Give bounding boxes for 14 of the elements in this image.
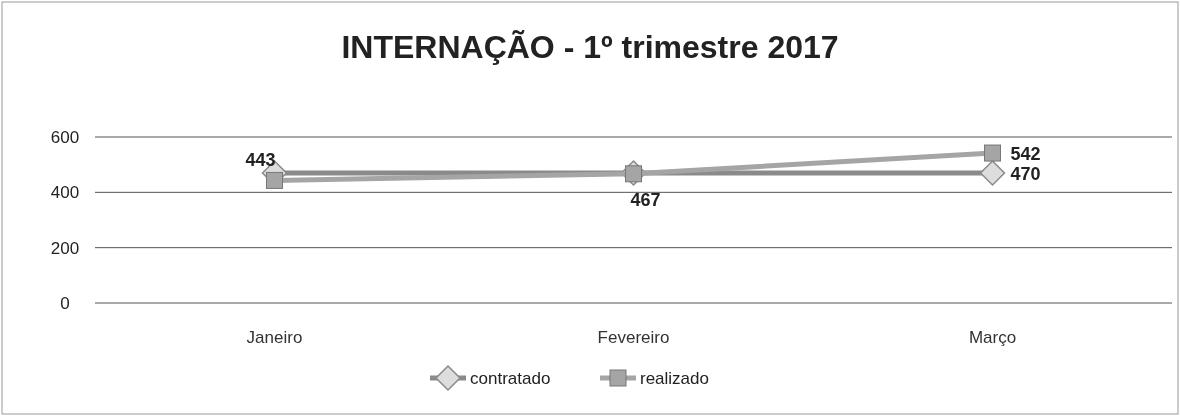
legend-label: contratado bbox=[470, 369, 551, 388]
legend-label: realizado bbox=[640, 369, 709, 388]
data-label: 542 bbox=[1010, 144, 1041, 165]
y-tick-label: 0 bbox=[60, 294, 70, 313]
data-label: 443 bbox=[245, 150, 276, 171]
data-label: 467 bbox=[630, 189, 661, 210]
y-tick-label: 200 bbox=[50, 238, 80, 258]
data-label: 470 bbox=[1010, 163, 1041, 184]
y-tick-label: 600 bbox=[50, 128, 80, 147]
x-tick-label: Março bbox=[968, 328, 1017, 347]
x-tick-label: Fevereiro bbox=[597, 328, 670, 347]
chart-title: INTERNAÇÃO - 1º trimestre 2017 bbox=[341, 29, 839, 65]
x-tick-label: Janeiro bbox=[246, 328, 303, 347]
y-tick-label: 400 bbox=[50, 183, 80, 203]
